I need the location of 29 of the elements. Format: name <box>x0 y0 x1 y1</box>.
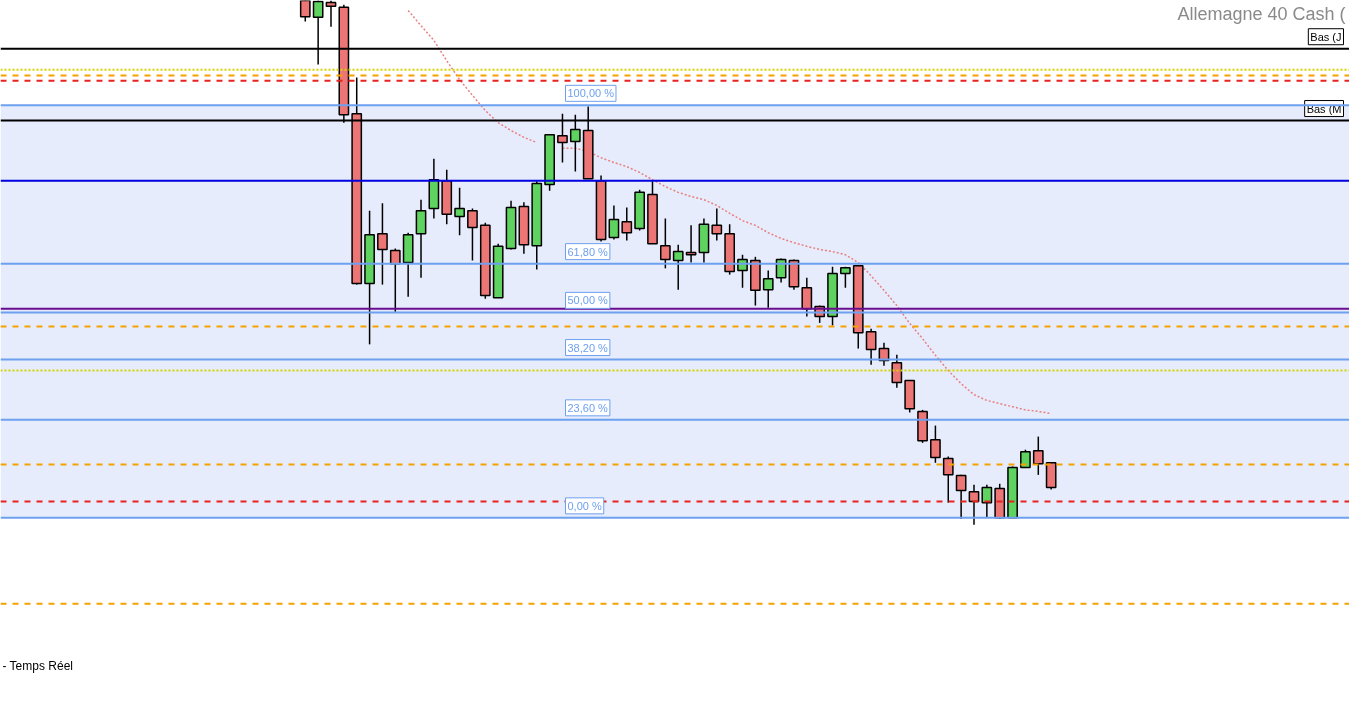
candlestick <box>981 484 993 519</box>
candlestick <box>930 424 941 464</box>
annotation: 23,60 % <box>567 401 609 414</box>
annotation: 38,20 % <box>567 341 609 354</box>
annotation: 100,00 % <box>567 87 615 100</box>
candlestick <box>865 327 877 366</box>
candlestick <box>801 277 813 318</box>
candlestick <box>891 354 903 389</box>
annotation: 50,00 % <box>567 294 609 307</box>
candlestick <box>1032 435 1044 476</box>
candlestick <box>467 207 478 262</box>
candlestick <box>454 186 465 237</box>
candlestick <box>377 202 388 286</box>
candlestick <box>659 217 671 270</box>
text: Allemagne 40 Cash ( <box>1177 3 1346 24</box>
annotation: 0,00 % <box>567 499 602 512</box>
candlestick <box>608 204 620 241</box>
candlestick <box>621 206 633 242</box>
candlestick <box>389 247 401 313</box>
candlestick <box>672 244 684 291</box>
candlestick <box>711 207 723 242</box>
candlestick <box>415 198 427 279</box>
candlestick <box>955 474 967 520</box>
ref-line-label: Bas (J <box>1310 30 1342 43</box>
text: - Temps Réel <box>2 658 73 673</box>
candlestick <box>942 455 954 504</box>
candlestick <box>762 269 774 309</box>
annotation: 61,80 % <box>567 245 609 258</box>
candlestick <box>325 0 337 28</box>
